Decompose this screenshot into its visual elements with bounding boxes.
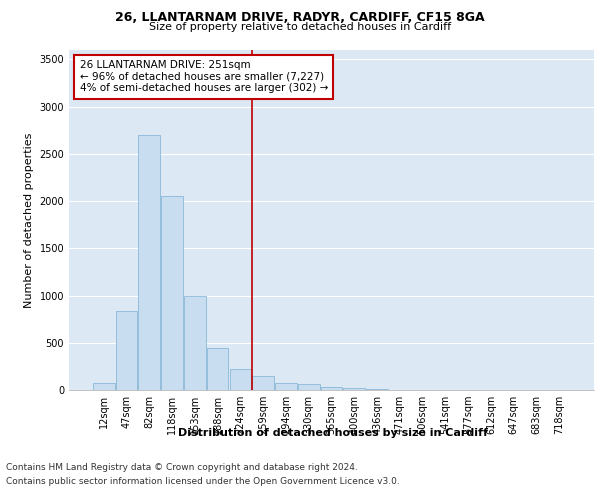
Text: Distribution of detached houses by size in Cardiff: Distribution of detached houses by size … [178, 428, 488, 438]
Text: 26, LLANTARNAM DRIVE, RADYR, CARDIFF, CF15 8GA: 26, LLANTARNAM DRIVE, RADYR, CARDIFF, CF… [115, 11, 485, 24]
Bar [230, 369, 251, 390]
Bar [93, 384, 115, 390]
Text: Contains public sector information licensed under the Open Government Licence v3: Contains public sector information licen… [6, 478, 400, 486]
Bar [207, 348, 229, 390]
Text: Size of property relative to detached houses in Cardiff: Size of property relative to detached ho… [149, 22, 451, 32]
Bar [139, 135, 160, 390]
Text: Contains HM Land Registry data © Crown copyright and database right 2024.: Contains HM Land Registry data © Crown c… [6, 462, 358, 471]
Bar [320, 387, 343, 390]
Bar [184, 296, 206, 390]
Bar [116, 310, 137, 390]
Bar [343, 388, 365, 390]
Bar [161, 196, 183, 390]
Bar [298, 384, 320, 390]
Bar [366, 389, 388, 390]
Text: 26 LLANTARNAM DRIVE: 251sqm
← 96% of detached houses are smaller (7,227)
4% of s: 26 LLANTARNAM DRIVE: 251sqm ← 96% of det… [79, 60, 328, 94]
Y-axis label: Number of detached properties: Number of detached properties [24, 132, 34, 308]
Bar [275, 384, 297, 390]
Bar [253, 376, 274, 390]
